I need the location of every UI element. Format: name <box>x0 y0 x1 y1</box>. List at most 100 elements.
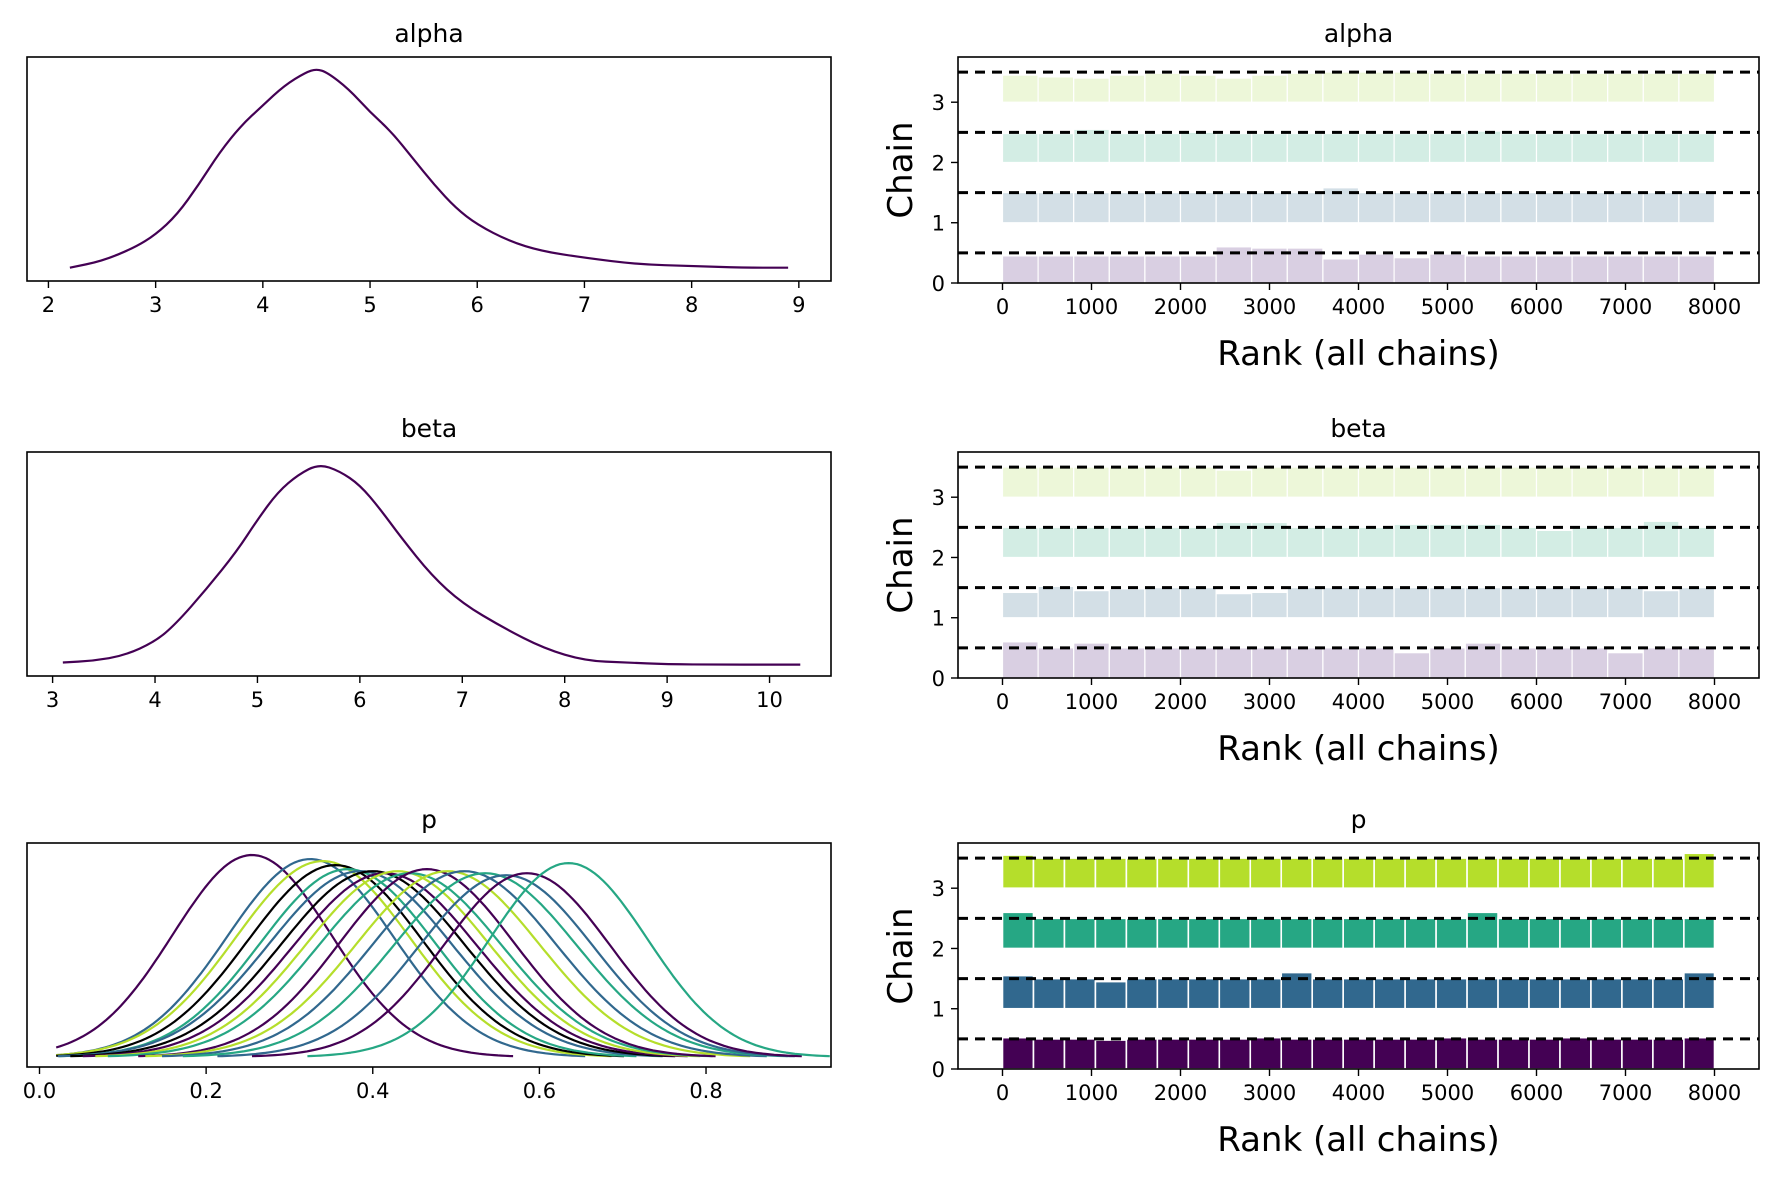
rank-bar <box>1393 257 1431 284</box>
rank-bar <box>1652 857 1685 889</box>
rank-panel-1: beta 0 1000 2000 3000 4000 5000 6000 7000 8000 0 1 2… <box>881 414 1760 769</box>
y-axis-label: Chain <box>881 516 921 613</box>
rank-bar <box>1466 1038 1499 1070</box>
rank-panel-2: p 0 1000 2000 3000 4000 5000 6000 7000 8000 0 1 2 3 Ra… <box>881 805 1760 1160</box>
rank-bar <box>1063 977 1097 1010</box>
kde-line <box>251 872 802 1058</box>
rank-bar <box>1125 1038 1159 1070</box>
rank-bar <box>1404 917 1437 950</box>
rank-bar <box>1590 977 1623 1010</box>
panel-title: beta <box>401 414 457 443</box>
rank-bar <box>1642 255 1680 284</box>
rank-bar <box>1683 917 1716 950</box>
x-tick-label: 2000 <box>1154 1081 1207 1105</box>
rank-bar <box>1429 72 1466 103</box>
rank-bar <box>1429 132 1466 164</box>
rank-bar <box>1571 647 1609 679</box>
rank-bar <box>1607 132 1644 164</box>
rank-bar <box>1179 192 1217 224</box>
x-tick-label: 7000 <box>1599 690 1652 714</box>
rank-bar <box>1535 72 1573 103</box>
y-tick-label: 3 <box>932 91 945 115</box>
panel-title: p <box>1351 805 1367 834</box>
x-tick-label: 4 <box>256 293 269 317</box>
rank-bar <box>1073 590 1110 619</box>
rank-bar <box>1063 857 1097 889</box>
rank-bar <box>1280 917 1314 950</box>
x-tick-label: 6 <box>471 293 484 317</box>
rank-bar <box>1187 1038 1221 1070</box>
x-tick-label: 3 <box>149 293 162 317</box>
x-tick-label: 0.8 <box>689 1079 722 1103</box>
rank-bar <box>1249 1036 1283 1070</box>
rank-bar <box>1322 132 1360 164</box>
rank-bar <box>1280 1038 1314 1070</box>
rank-bar <box>1063 917 1097 950</box>
rank-bar <box>1678 255 1716 284</box>
y-tick-label: 1 <box>932 607 945 631</box>
x-tick-label: 8000 <box>1688 295 1741 319</box>
rank-bar <box>1464 255 1502 284</box>
rank-bar <box>1311 857 1344 889</box>
rank-bar <box>1073 192 1110 224</box>
rank-bar <box>1357 647 1395 679</box>
rank-bar <box>1435 857 1468 889</box>
kde-line <box>62 464 801 666</box>
rank-bar <box>1571 586 1609 619</box>
rank-bar <box>1156 1038 1190 1070</box>
rank-bar <box>1251 466 1288 498</box>
rank-bar <box>1073 526 1110 559</box>
rank-bar <box>1590 857 1623 889</box>
rank-bar <box>1001 591 1039 619</box>
x-tick-label: 5 <box>251 688 264 712</box>
rank-bar <box>1497 857 1530 889</box>
rank-panel-0: alpha 0 1000 2000 3000 4000 5000 6000 7000 8000 0 1… <box>881 19 1760 374</box>
rank-bar <box>1678 466 1716 498</box>
rank-bar <box>1094 857 1128 889</box>
rank-bar <box>1404 1038 1437 1070</box>
rank-bar <box>1156 857 1190 889</box>
x-tick-label: 8 <box>685 293 698 317</box>
rank-bar <box>1393 71 1431 103</box>
x-tick-label: 3000 <box>1243 690 1296 714</box>
x-tick-label: 1000 <box>1065 690 1118 714</box>
rank-bar <box>1179 131 1217 164</box>
rank-bar <box>1094 1039 1128 1070</box>
rank-bar <box>1037 585 1075 619</box>
rank-bar <box>1393 523 1431 559</box>
rank-bar <box>1642 132 1680 164</box>
rank-bar <box>1108 647 1146 679</box>
rank-bar <box>1218 1038 1252 1070</box>
rank-bar <box>1678 526 1716 559</box>
rank-bar <box>1500 466 1538 498</box>
rank-bar <box>1464 72 1502 103</box>
rank-bar <box>1001 74 1039 103</box>
x-tick-label: 0.2 <box>189 1079 222 1103</box>
axes-frame <box>26 451 832 677</box>
kde-line <box>57 870 663 1058</box>
rank-bar <box>1037 76 1075 103</box>
rank-bar <box>1144 586 1182 619</box>
x-tick-label: 8000 <box>1688 1081 1741 1105</box>
rank-bar <box>1108 74 1146 103</box>
axes-frame <box>26 842 832 1068</box>
rank-bar <box>1187 917 1221 950</box>
kde-line <box>217 874 795 1058</box>
rank-bar <box>1322 258 1360 284</box>
y-tick-label: 1 <box>932 212 945 236</box>
rank-bar <box>1393 132 1431 164</box>
rank-bar <box>1144 526 1182 559</box>
x-tick-label: 7 <box>456 688 469 712</box>
rank-bar <box>1535 255 1573 284</box>
axes-frame <box>26 56 832 282</box>
rank-bar <box>1466 857 1499 889</box>
y-tick-label: 2 <box>932 546 945 570</box>
rank-bar <box>1286 72 1324 103</box>
x-tick-label: 0.6 <box>523 1079 556 1103</box>
rank-bar <box>1590 917 1623 950</box>
kde-line <box>138 868 716 1058</box>
rank-bar <box>1032 977 1066 1010</box>
rank-bar <box>1108 255 1146 284</box>
rank-bar <box>1500 255 1538 284</box>
rank-bar <box>1621 857 1654 889</box>
